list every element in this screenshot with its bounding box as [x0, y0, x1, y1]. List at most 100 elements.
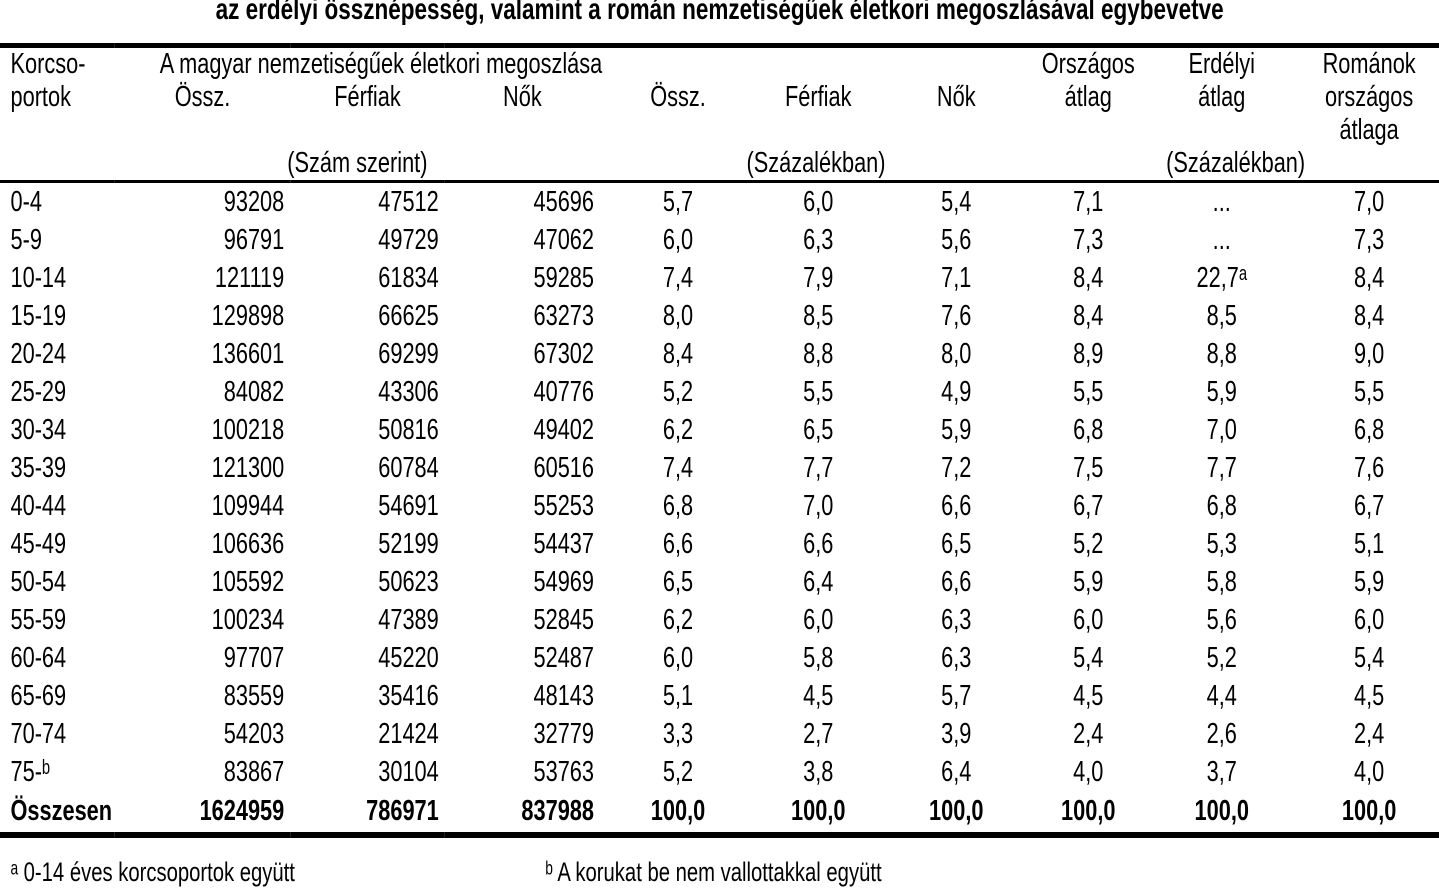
value-cell: ...: [1212, 185, 1231, 218]
age-group-cell: 40-44: [10, 489, 67, 522]
value-cell: 5,9: [1073, 565, 1104, 598]
value-cell: 5,7: [941, 679, 972, 712]
value-cell: 786971: [366, 795, 439, 827]
value-cell: 5,5: [1353, 375, 1385, 408]
value-cell: 22,7ᵃ: [1196, 261, 1247, 294]
value-cell: 60516: [533, 451, 594, 484]
header-spacer: [0, 114, 1299, 147]
value-cell: 7,3: [1353, 223, 1385, 256]
value-cell: 54203: [223, 717, 285, 750]
age-group-cell: 70-74: [10, 717, 67, 750]
table-row: 20-24 136601 69299 67302 8,4 8,8 8,0 8,9 8,8 9,0: [0, 335, 1439, 373]
header-romanian-avg-line1: Románok: [1322, 48, 1416, 80]
value-cell: 3,7: [1206, 755, 1237, 788]
age-group-cell: 10-14: [10, 261, 67, 294]
table-row: 50-54 105592 50623 54969 6,5 6,4 6,6 5,9 5,8 5,9: [0, 563, 1439, 601]
value-cell: 4,0: [1353, 755, 1385, 788]
value-cell: 6,5: [662, 565, 694, 598]
age-group-cell: 55-59: [10, 603, 67, 636]
value-cell: 5,1: [662, 679, 694, 712]
value-cell: 5,2: [1073, 527, 1104, 560]
value-cell: 4,4: [1206, 679, 1237, 712]
value-cell: 109944: [211, 489, 285, 522]
header-row-4: (Szám szerint) (Százalékban) (Százalékba…: [0, 147, 1439, 182]
header-row-1: Korcso- A magyar nemzetiségűek életkori …: [0, 46, 1439, 82]
value-cell: 1624959: [199, 795, 285, 827]
value-cell: 47512: [378, 185, 439, 218]
footnotes: ᵃ 0-14 éves korcsoportok együtt ᵇ A koru…: [0, 859, 1439, 889]
value-cell: 6,2: [662, 413, 694, 446]
value-cell: 9,0: [1353, 337, 1385, 370]
value-cell: 93208: [223, 185, 285, 218]
total-row: Összesen 1624959 786971 837988 100,0 100,0 100…: [0, 791, 1439, 835]
value-cell: 63273: [533, 299, 594, 332]
value-cell: 84082: [223, 375, 285, 408]
table-row: 15-19 129898 66625 63273 8,0 8,5 7,6 8,4 8,5 8,4: [0, 297, 1439, 335]
value-cell: 6,5: [941, 527, 972, 560]
age-group-cell: 50-54: [10, 565, 67, 598]
value-cell: 4,9: [941, 375, 972, 408]
value-cell: 7,1: [1073, 185, 1104, 218]
value-cell: 5,5: [803, 375, 834, 408]
table-row: 65-69 83559 35416 48143 5,1 4,5 5,7 4,5 4,4 4,5: [0, 677, 1439, 715]
table-row: 5-9 96791 49729 47062 6,0 6,3 5,6 7,3... 7,3: [0, 221, 1439, 259]
value-cell: 3,9: [941, 717, 972, 750]
value-cell: 6,8: [1073, 413, 1104, 446]
table-row: 60-64 97707 45220 52487 6,0 5,8 6,3 5,4 5,2 5,4: [0, 639, 1439, 677]
value-cell: ...: [1212, 223, 1231, 256]
age-distribution-table: Korcso- A magyar nemzetiségűek életkori …: [0, 43, 1439, 838]
value-cell: 8,0: [941, 337, 972, 370]
value-cell: 8,4: [1353, 261, 1385, 294]
value-cell: 66625: [378, 299, 439, 332]
age-group-cell: 5-9: [10, 223, 42, 256]
value-cell: 8,4: [1353, 299, 1385, 332]
value-cell: 6,3: [941, 603, 972, 636]
header-magyar-span: A magyar nemzetiségűek életkori megoszlá…: [159, 48, 603, 80]
value-cell: 5,4: [941, 185, 972, 218]
value-cell: 837988: [521, 795, 594, 827]
header-age-group-line2: portok: [10, 81, 71, 113]
age-group-cell: 25-29: [10, 375, 67, 408]
value-cell: 5,9: [941, 413, 972, 446]
value-cell: 7,6: [1353, 451, 1385, 484]
header-romanian-avg-line2: országos: [1324, 81, 1414, 113]
value-cell: 2,6: [1206, 717, 1237, 750]
value-cell: 6,0: [1073, 603, 1104, 636]
value-cell: 6,6: [941, 489, 972, 522]
header-romanian-avg-line3: átlaga: [1339, 114, 1399, 146]
value-cell: 83867: [223, 755, 285, 788]
value-cell: 54437: [533, 527, 594, 560]
value-cell: 5,8: [803, 641, 834, 674]
value-cell: 5,1: [1353, 527, 1385, 560]
table-row: 25-29 84082 43306 40776 5,2 5,5 4,9 5,5 5,9 5,5: [0, 373, 1439, 411]
value-cell: 55253: [533, 489, 594, 522]
value-cell: 7,3: [1073, 223, 1104, 256]
value-cell: 5,8: [1206, 565, 1237, 598]
value-cell: 7,4: [662, 451, 694, 484]
age-group-cell: 15-19: [10, 299, 67, 332]
value-cell: 54969: [533, 565, 594, 598]
age-group-cell: Összesen: [10, 795, 113, 827]
table-row: 45-49 106636 52199 54437 6,6 6,6 6,5 5,2 5,3 5,1: [0, 525, 1439, 563]
value-cell: 7,5: [1073, 451, 1104, 484]
value-cell: 8,8: [1206, 337, 1237, 370]
value-cell: 100,0: [929, 795, 984, 827]
value-cell: 105592: [211, 565, 285, 598]
age-group-cell: 0-4: [10, 185, 42, 218]
table-row: 40-44 109944 54691 55253 6,8 7,0 6,6 6,7 6,8 6,7: [0, 487, 1439, 525]
value-cell: 7,1: [941, 261, 972, 294]
value-cell: 45220: [378, 641, 439, 674]
table-row: 10-14 121119 61834 59285 7,4 7,9 7,1 8,4 22,7ᵃ 8,…: [0, 259, 1439, 297]
value-cell: 6,6: [803, 527, 834, 560]
table-row: 70-74 54203 21424 32779 3,3 2,7 3,9 2,4 2,6 2,4: [0, 715, 1439, 753]
value-cell: 5,3: [1206, 527, 1237, 560]
age-group-cell: 30-34: [10, 413, 67, 446]
header-count-men: Férfiak: [334, 81, 401, 113]
value-cell: 7,0: [1206, 413, 1237, 446]
value-cell: 6,3: [941, 641, 972, 674]
value-cell: 49402: [533, 413, 594, 446]
value-cell: 61834: [378, 261, 439, 294]
value-cell: 7,7: [1206, 451, 1237, 484]
value-cell: 54691: [378, 489, 439, 522]
table-body: 0-4 93208 47512 45696 5,7 6,0 5,4 7,1... 7,0 5-9 9…: [0, 182, 1439, 792]
